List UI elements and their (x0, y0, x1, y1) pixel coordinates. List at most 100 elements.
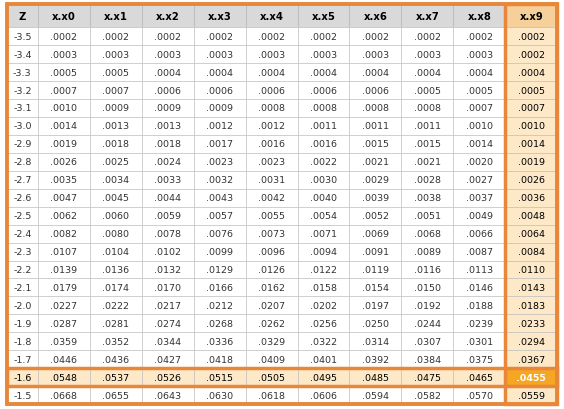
Bar (245, 46, 298, 64)
Bar (402, 118, 453, 135)
Bar (7, 5, 38, 28)
Bar (350, 5, 402, 28)
Text: .0132: .0132 (154, 265, 181, 274)
Bar (350, 386, 402, 404)
Text: .0010: .0010 (518, 122, 545, 131)
Text: .0359: .0359 (50, 337, 77, 346)
Text: .0002: .0002 (154, 33, 181, 42)
Text: .0034: .0034 (102, 176, 129, 185)
Text: .0062: .0062 (50, 211, 77, 220)
Text: .0515: .0515 (206, 373, 233, 382)
Text: .0436: .0436 (102, 355, 129, 364)
Text: -1.7: -1.7 (13, 355, 32, 364)
Bar (350, 207, 402, 225)
Bar (505, 5, 557, 28)
Text: .0227: .0227 (50, 301, 77, 310)
Bar (245, 100, 298, 118)
Bar (298, 315, 350, 333)
Text: .0217: .0217 (154, 301, 181, 310)
Bar (142, 207, 193, 225)
Bar (245, 386, 298, 404)
Text: .0256: .0256 (310, 319, 337, 328)
Bar (38, 279, 90, 297)
Bar (402, 243, 453, 261)
Bar (142, 279, 193, 297)
Text: .0188: .0188 (466, 301, 493, 310)
Bar (505, 100, 557, 118)
Text: x.x0: x.x0 (52, 11, 76, 22)
Bar (193, 5, 245, 28)
Bar (402, 315, 453, 333)
Text: .0006: .0006 (258, 86, 285, 95)
Bar (350, 118, 402, 135)
Text: x.x5: x.x5 (311, 11, 336, 22)
Text: .0606: .0606 (310, 391, 337, 400)
Bar (245, 279, 298, 297)
Text: .0064: .0064 (518, 229, 545, 238)
Bar (350, 153, 402, 171)
Text: .0107: .0107 (50, 247, 77, 256)
Bar (193, 386, 245, 404)
Bar (245, 333, 298, 351)
Text: .0007: .0007 (518, 104, 545, 113)
Text: .0011: .0011 (362, 122, 389, 131)
Bar (7, 368, 38, 386)
Text: .0192: .0192 (414, 301, 441, 310)
Bar (193, 82, 245, 100)
Text: .0119: .0119 (362, 265, 389, 274)
Text: .0239: .0239 (466, 319, 493, 328)
Text: .0668: .0668 (50, 391, 77, 400)
Bar (298, 261, 350, 279)
Text: .0004: .0004 (466, 68, 493, 77)
Text: .0314: .0314 (362, 337, 389, 346)
Bar (350, 171, 402, 189)
Bar (193, 261, 245, 279)
Text: .0329: .0329 (258, 337, 285, 346)
Bar (90, 368, 142, 386)
Text: .0021: .0021 (414, 158, 441, 167)
Bar (298, 279, 350, 297)
Bar (90, 64, 142, 82)
Bar (505, 64, 557, 82)
Text: .0307: .0307 (414, 337, 441, 346)
Text: .0003: .0003 (362, 51, 389, 60)
Text: .0207: .0207 (258, 301, 285, 310)
Text: -2.2: -2.2 (13, 265, 32, 274)
Text: x.x1: x.x1 (104, 11, 127, 22)
Text: .0384: .0384 (414, 355, 441, 364)
Text: .0008: .0008 (258, 104, 285, 113)
Bar (193, 28, 245, 46)
Bar (38, 386, 90, 404)
Text: -3.0: -3.0 (13, 122, 32, 131)
Bar (298, 28, 350, 46)
Text: -3.4: -3.4 (13, 51, 32, 60)
Text: .0139: .0139 (50, 265, 77, 274)
Bar (505, 135, 557, 153)
Text: .0392: .0392 (362, 355, 389, 364)
Bar (142, 243, 193, 261)
Bar (402, 333, 453, 351)
Bar (505, 333, 557, 351)
Text: .0002: .0002 (362, 33, 389, 42)
Text: .0015: .0015 (362, 140, 389, 149)
Bar (38, 171, 90, 189)
Text: .0049: .0049 (466, 211, 493, 220)
Text: .0375: .0375 (466, 355, 493, 364)
Text: .0045: .0045 (102, 194, 129, 203)
Bar (142, 28, 193, 46)
Text: -3.5: -3.5 (13, 33, 32, 42)
Bar (7, 333, 38, 351)
Bar (142, 315, 193, 333)
Bar (453, 207, 505, 225)
Text: .0122: .0122 (310, 265, 337, 274)
Text: .0582: .0582 (414, 391, 441, 400)
Bar (245, 261, 298, 279)
Bar (298, 243, 350, 261)
Text: .0268: .0268 (206, 319, 233, 328)
Text: .0066: .0066 (466, 229, 493, 238)
Text: -2.3: -2.3 (13, 247, 32, 256)
Bar (453, 46, 505, 64)
Bar (7, 153, 38, 171)
Text: -1.9: -1.9 (13, 319, 32, 328)
Text: .0007: .0007 (102, 86, 129, 95)
